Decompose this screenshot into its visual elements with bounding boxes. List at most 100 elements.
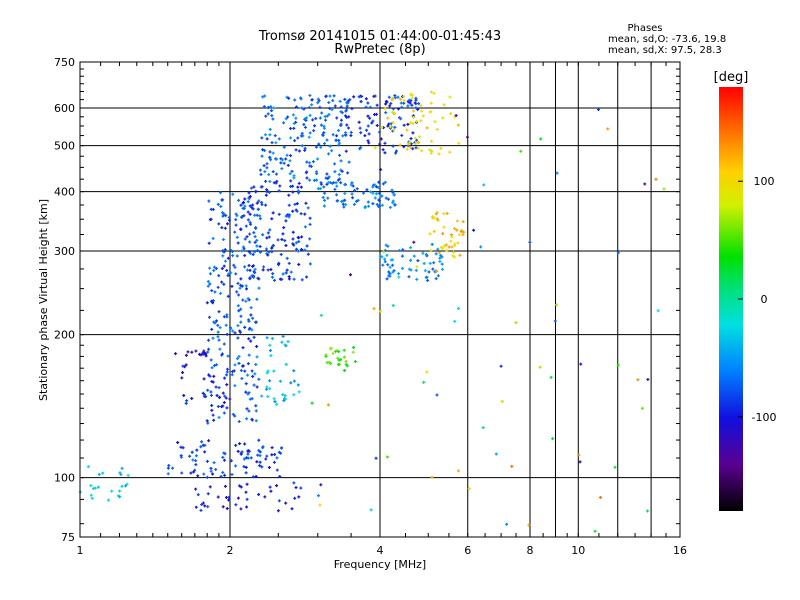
data-point xyxy=(383,141,387,145)
data-point xyxy=(400,254,404,258)
data-point xyxy=(296,136,300,140)
data-point xyxy=(402,123,406,127)
data-point xyxy=(205,419,209,423)
data-point xyxy=(246,362,250,366)
data-point xyxy=(335,134,339,138)
data-point xyxy=(429,248,433,252)
data-point xyxy=(549,375,553,379)
data-point xyxy=(365,128,368,132)
data-point xyxy=(225,506,229,510)
data-point xyxy=(450,245,454,249)
data-point xyxy=(325,172,329,176)
data-point xyxy=(282,226,286,230)
data-point xyxy=(262,105,266,109)
data-point xyxy=(330,149,334,153)
data-point xyxy=(361,191,365,195)
data-point xyxy=(519,149,523,153)
data-point xyxy=(373,146,377,150)
data-point xyxy=(339,122,343,126)
data-point xyxy=(371,185,375,189)
x-tick-label: 1 xyxy=(77,544,84,557)
data-point xyxy=(254,226,258,230)
data-point xyxy=(316,97,320,101)
data-point xyxy=(374,112,378,116)
data-point xyxy=(312,178,316,182)
data-point xyxy=(248,212,252,216)
data-point xyxy=(220,198,224,202)
data-point xyxy=(319,123,323,127)
data-point xyxy=(246,218,250,222)
data-point xyxy=(235,214,239,218)
data-point xyxy=(271,211,275,215)
data-point xyxy=(245,497,249,501)
data-point xyxy=(252,185,256,189)
data-point xyxy=(226,256,230,260)
data-point xyxy=(272,278,276,282)
data-point xyxy=(324,354,328,358)
data-point xyxy=(399,101,403,105)
data-point xyxy=(270,141,274,145)
data-point xyxy=(333,170,337,174)
data-point xyxy=(305,160,309,164)
data-point xyxy=(255,297,259,301)
data-point xyxy=(235,290,239,294)
data-point xyxy=(302,107,306,111)
data-point xyxy=(264,193,268,197)
data-point xyxy=(304,116,308,120)
data-point xyxy=(124,484,128,488)
data-point xyxy=(238,329,242,333)
data-point xyxy=(222,411,226,415)
data-point xyxy=(578,460,582,464)
data-point xyxy=(252,231,256,235)
data-point xyxy=(237,309,241,313)
data-point xyxy=(408,140,412,144)
data-point xyxy=(317,142,321,146)
data-point xyxy=(250,397,254,401)
data-point xyxy=(222,342,226,346)
data-point xyxy=(223,473,227,477)
data-point xyxy=(240,450,244,454)
data-point xyxy=(481,426,485,430)
data-point xyxy=(97,472,101,476)
data-point xyxy=(262,164,266,168)
data-point xyxy=(249,222,253,226)
data-point xyxy=(350,107,354,111)
data-point xyxy=(378,191,382,195)
data-point xyxy=(90,496,94,500)
scatter-series xyxy=(205,191,262,425)
data-point xyxy=(242,247,246,251)
data-point xyxy=(242,200,246,204)
data-point xyxy=(387,95,391,99)
data-point xyxy=(218,347,222,351)
data-point xyxy=(314,145,318,149)
data-point xyxy=(241,346,245,350)
data-point xyxy=(217,338,221,342)
data-point xyxy=(307,135,311,139)
data-point xyxy=(351,184,355,188)
data-point xyxy=(212,364,216,368)
data-point xyxy=(381,148,385,152)
data-point xyxy=(93,486,97,490)
data-point xyxy=(247,327,251,331)
data-point xyxy=(256,249,260,253)
data-point xyxy=(328,94,332,98)
data-point xyxy=(335,184,339,188)
data-point xyxy=(227,218,231,222)
data-point xyxy=(211,336,215,340)
data-point xyxy=(425,126,429,130)
data-point xyxy=(340,169,344,173)
data-point xyxy=(310,401,314,405)
data-point xyxy=(384,111,388,115)
data-point xyxy=(337,362,341,366)
data-point xyxy=(190,350,194,354)
data-point xyxy=(308,93,312,97)
scatter-series xyxy=(324,345,357,373)
data-point xyxy=(273,400,277,404)
data-point xyxy=(219,204,223,208)
data-point xyxy=(225,222,229,226)
data-point xyxy=(201,501,205,505)
data-point xyxy=(234,272,238,276)
data-point xyxy=(296,235,300,239)
data-point xyxy=(200,503,204,507)
data-point xyxy=(407,98,411,102)
